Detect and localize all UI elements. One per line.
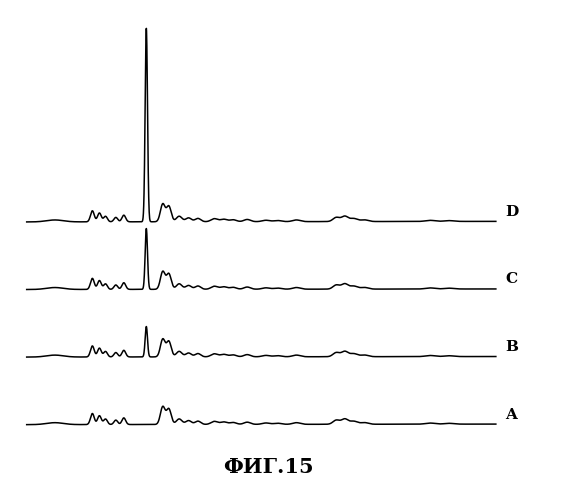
Text: ФИГ.15: ФИГ.15 bbox=[223, 457, 314, 477]
Text: B: B bbox=[505, 340, 518, 354]
Text: A: A bbox=[505, 408, 517, 422]
Text: C: C bbox=[505, 272, 518, 286]
Text: D: D bbox=[505, 205, 519, 219]
